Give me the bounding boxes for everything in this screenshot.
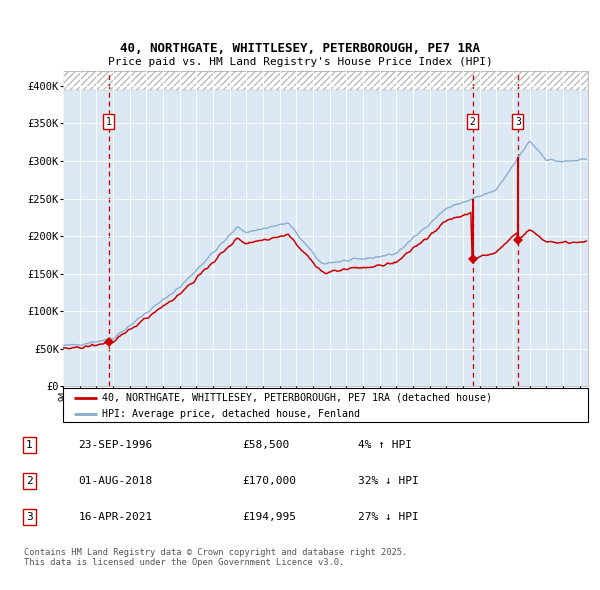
Text: Price paid vs. HM Land Registry's House Price Index (HPI): Price paid vs. HM Land Registry's House … (107, 57, 493, 67)
Text: 27% ↓ HPI: 27% ↓ HPI (358, 512, 418, 522)
Text: £194,995: £194,995 (242, 512, 296, 522)
Text: 01-AUG-2018: 01-AUG-2018 (78, 476, 152, 486)
Text: 2: 2 (470, 117, 476, 127)
Text: 2: 2 (26, 476, 32, 486)
Text: 4% ↑ HPI: 4% ↑ HPI (358, 440, 412, 450)
Text: 1: 1 (26, 440, 32, 450)
Text: 3: 3 (26, 512, 32, 522)
Text: HPI: Average price, detached house, Fenland: HPI: Average price, detached house, Fenl… (103, 409, 361, 419)
Text: 40, NORTHGATE, WHITTLESEY, PETERBOROUGH, PE7 1RA: 40, NORTHGATE, WHITTLESEY, PETERBOROUGH,… (120, 42, 480, 55)
Text: 40, NORTHGATE, WHITTLESEY, PETERBOROUGH, PE7 1RA (detached house): 40, NORTHGATE, WHITTLESEY, PETERBOROUGH,… (103, 392, 493, 402)
Text: 1: 1 (106, 117, 112, 127)
FancyBboxPatch shape (63, 388, 588, 422)
Text: 23-SEP-1996: 23-SEP-1996 (78, 440, 152, 450)
Text: 16-APR-2021: 16-APR-2021 (78, 512, 152, 522)
Text: £170,000: £170,000 (242, 476, 296, 486)
Text: Contains HM Land Registry data © Crown copyright and database right 2025.
This d: Contains HM Land Registry data © Crown c… (24, 548, 407, 567)
Text: 3: 3 (515, 117, 521, 127)
Text: £58,500: £58,500 (242, 440, 290, 450)
Text: 32% ↓ HPI: 32% ↓ HPI (358, 476, 418, 486)
